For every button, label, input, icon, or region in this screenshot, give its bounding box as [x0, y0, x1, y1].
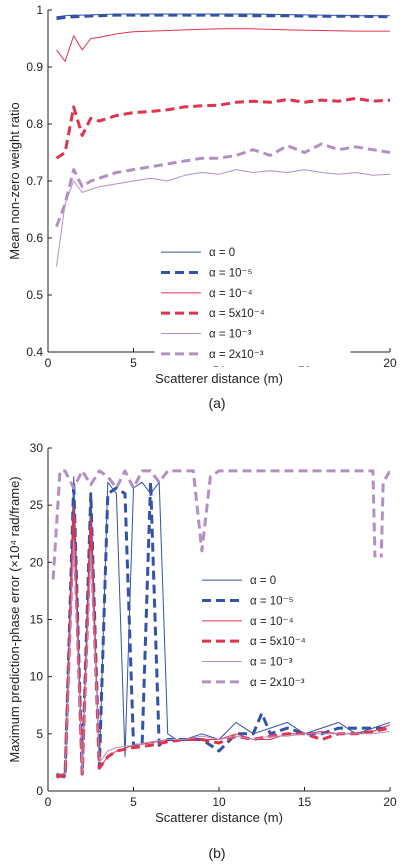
panel-label: (b): [208, 845, 225, 861]
panel-label: (a): [208, 395, 225, 411]
y-tick-label: 0: [36, 784, 43, 798]
series-line-6: [51, 469, 390, 684]
x-tick-label: 0: [45, 795, 52, 809]
y-tick-label: 0.7: [26, 174, 43, 188]
y-tick-label: 1: [36, 3, 43, 17]
chart-panel-2: 0 5 10 15 20 0 5 10 15 20 25 30 Scatterer distance (…: [7, 441, 397, 861]
legend: α = 0 α = 10⁻⁵ α = 10⁻⁴ α = 5x10⁻⁴ α = 10⁻³ α…: [195, 557, 389, 695]
x-axis-label: Scatterer distance (m): [155, 810, 283, 825]
legend-label-3: α = 10⁻⁴: [209, 288, 253, 300]
x-tick-label: 20: [383, 356, 397, 370]
y-tick-label: 25: [30, 498, 44, 512]
x-tick-label: 15: [298, 795, 312, 809]
legend-label-4: α = 5x10⁻⁴: [209, 308, 265, 320]
series-line-5: [56, 169, 390, 267]
y-tick-label: 10: [30, 670, 44, 684]
y-tick-label: 0.9: [26, 60, 43, 74]
y-tick-label: 15: [30, 613, 44, 627]
legend-label-3: α = 10⁻⁴: [250, 616, 294, 628]
y-tick-label: 20: [30, 555, 44, 569]
series-line-6: [55, 142, 390, 228]
x-axis-label: Scatterer distance (m): [155, 371, 283, 386]
series-group: [55, 13, 390, 267]
series-line-4: [55, 515, 390, 779]
legend: α = 0 α = 10⁻⁵ α = 10⁻⁴ α = 5x10⁻⁴ α = 10⁻³ α…: [154, 229, 351, 367]
y-tick-label: 0.5: [26, 288, 43, 302]
y-axis-label: Maximum prediction-phase error (×10⁴ rad…: [7, 476, 22, 762]
series-line-5: [56, 539, 390, 775]
x-tick-label: 10: [212, 795, 226, 809]
y-tick-label: 5: [36, 727, 43, 741]
y-tick-label: 0.6: [26, 231, 43, 245]
series-line-3: [56, 28, 390, 62]
legend-label-2: α = 10⁻⁵: [250, 596, 294, 608]
x-tick-label: 20: [383, 795, 397, 809]
legend-label-1: α = 0: [250, 575, 276, 587]
legend-label-5: α = 10⁻³: [209, 329, 252, 341]
legend-label-2: α = 10⁻⁵: [209, 268, 253, 280]
y-tick-label: 0.4: [26, 345, 43, 359]
x-tick-label: 0: [45, 356, 52, 370]
legend-label-5: α = 10⁻³: [250, 657, 293, 669]
legend-label-1: α = 0: [209, 247, 235, 259]
series-group: [51, 469, 390, 779]
x-tick-label: 5: [130, 356, 137, 370]
legend-label-6: α = 2x10⁻³: [209, 349, 264, 361]
y-tick-label: 30: [30, 441, 44, 455]
y-tick-label: 0.8: [26, 117, 43, 131]
x-tick-label: 5: [130, 795, 137, 809]
legend-label-6: α = 2x10⁻³: [250, 677, 305, 689]
y-axis-label: Mean non-zero weight ratio: [7, 102, 22, 260]
series-line-4: [55, 96, 390, 160]
series-line-2: [56, 13, 390, 21]
legend-label-4: α = 5x10⁻⁴: [250, 636, 306, 648]
